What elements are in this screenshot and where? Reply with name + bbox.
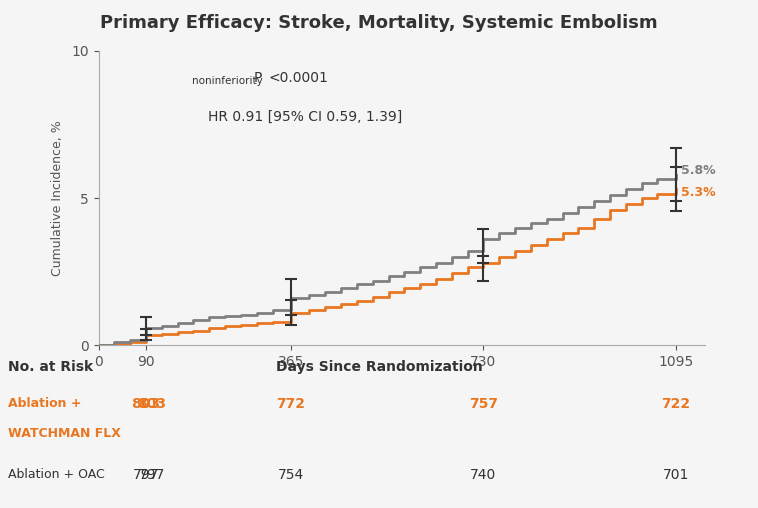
Text: 5.3%: 5.3% — [681, 186, 716, 199]
Text: noninferiority: noninferiority — [192, 76, 262, 86]
Text: 772: 772 — [277, 397, 305, 411]
Text: Primary Efficacy: Stroke, Mortality, Systemic Embolism: Primary Efficacy: Stroke, Mortality, Sys… — [100, 14, 658, 32]
Text: 797: 797 — [139, 468, 164, 483]
Text: Ablation + OAC: Ablation + OAC — [8, 468, 105, 482]
Text: 803: 803 — [137, 397, 166, 411]
Text: Ablation +: Ablation + — [8, 397, 81, 410]
Text: 722: 722 — [662, 397, 691, 411]
Text: 5.8%: 5.8% — [681, 164, 716, 177]
Text: 797: 797 — [133, 468, 159, 483]
Text: P: P — [254, 72, 262, 85]
Text: 740: 740 — [471, 468, 496, 483]
Text: 701: 701 — [662, 468, 689, 483]
Text: <0.0001: <0.0001 — [268, 72, 328, 85]
Text: WATCHMAN FLX: WATCHMAN FLX — [8, 427, 121, 440]
Y-axis label: Cumulative Incidence, %: Cumulative Incidence, % — [52, 120, 64, 276]
Text: 757: 757 — [469, 397, 498, 411]
Text: 803: 803 — [131, 397, 161, 411]
Text: 754: 754 — [278, 468, 304, 483]
Text: No. at Risk: No. at Risk — [8, 360, 92, 374]
Text: Days Since Randomization: Days Since Randomization — [276, 360, 482, 374]
Text: HR 0.91 [95% CI 0.59, 1.39]: HR 0.91 [95% CI 0.59, 1.39] — [208, 110, 402, 124]
